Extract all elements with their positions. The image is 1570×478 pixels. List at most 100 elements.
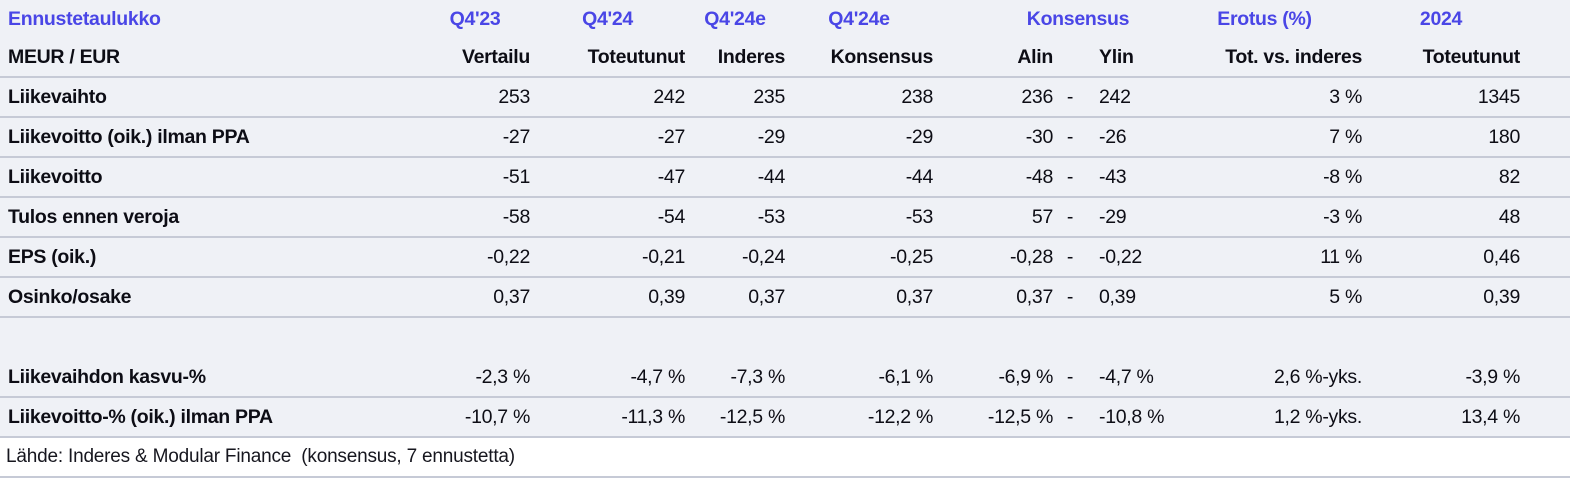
col-subheader-toteutunut-2024: Toteutunut bbox=[1422, 45, 1521, 68]
cell-inderes: -12,5 % bbox=[719, 405, 785, 428]
source-note: Lähde: Inderes & Modular Finance (konsen… bbox=[0, 438, 1570, 478]
col-subheader-konsensus: Konsensus bbox=[830, 45, 934, 68]
row-label: Osinko/osake bbox=[8, 285, 132, 308]
cell-toteutunut: 0,39 bbox=[648, 285, 685, 308]
cell-erotus: -3 % bbox=[1323, 205, 1362, 228]
header-row-measures: MEUR / EUR Vertailu Toteutunut Inderes K… bbox=[0, 38, 1570, 78]
cell-konsensus: 238 bbox=[901, 85, 933, 108]
cell-vertailu: -27 bbox=[502, 125, 531, 148]
cell-inderes: 0,37 bbox=[748, 285, 785, 308]
row-label: Liikevaihto bbox=[8, 85, 107, 108]
cell-alin: 0,37 bbox=[1016, 285, 1053, 308]
cell-inderes: -0,24 bbox=[742, 245, 785, 268]
col-header-erotus: Erotus (%) bbox=[1217, 7, 1312, 30]
table-row-eps: EPS (oik.) -0,22 -0,21 -0,24 -0,25 -0,28… bbox=[0, 238, 1570, 278]
row-label: EPS (oik.) bbox=[8, 245, 97, 268]
cell-inderes: -44 bbox=[757, 165, 786, 188]
cell-alin: -6,9 % bbox=[998, 365, 1053, 388]
cell-erotus: 7 % bbox=[1329, 125, 1362, 148]
source-note-text: Lähde: Inderes & Modular Finance (konsen… bbox=[6, 446, 515, 467]
cell-erotus: 1,2 %-yks. bbox=[1273, 405, 1362, 428]
cell-erotus: 3 % bbox=[1329, 85, 1362, 108]
range-dash: - bbox=[1066, 365, 1074, 388]
table-row-liikevoitto-oik: Liikevoitto (oik.) ilman PPA -27 -27 -29… bbox=[0, 118, 1570, 158]
cell-toteutunut: -54 bbox=[657, 205, 686, 228]
range-dash: - bbox=[1066, 165, 1074, 188]
cell-alin: -48 bbox=[1025, 165, 1054, 188]
table-row-liikevaihdon-kasvu: Liikevaihdon kasvu-% -2,3 % -4,7 % -7,3 … bbox=[0, 358, 1570, 398]
cell-erotus: 5 % bbox=[1329, 285, 1362, 308]
cell-toteutunut: -11,3 % bbox=[621, 405, 685, 428]
cell-vertailu: -51 bbox=[502, 165, 531, 188]
table-title: Ennustetaulukko bbox=[8, 7, 161, 30]
cell-konsensus: -6,1 % bbox=[878, 365, 933, 388]
col-subheader-vertailu: Vertailu bbox=[461, 45, 530, 68]
cell-2024: 0,39 bbox=[1483, 285, 1520, 308]
cell-ylin: 242 bbox=[1099, 85, 1131, 108]
range-dash: - bbox=[1066, 85, 1074, 108]
range-dash: - bbox=[1066, 285, 1074, 308]
cell-vertailu: 0,37 bbox=[493, 285, 530, 308]
cell-ylin: -29 bbox=[1099, 205, 1127, 228]
col-header-q424e-konsensus: Q4'24e bbox=[828, 7, 890, 30]
range-dash: - bbox=[1066, 205, 1074, 228]
cell-konsensus: -44 bbox=[905, 165, 934, 188]
cell-alin: -30 bbox=[1025, 125, 1054, 148]
range-dash: - bbox=[1066, 245, 1074, 268]
cell-erotus: 2,6 %-yks. bbox=[1273, 365, 1362, 388]
cell-toteutunut: -47 bbox=[657, 165, 686, 188]
cell-2024: -3,9 % bbox=[1465, 365, 1520, 388]
cell-2024: 48 bbox=[1498, 205, 1520, 228]
cell-erotus: 11 % bbox=[1320, 245, 1362, 268]
cell-inderes: -29 bbox=[757, 125, 786, 148]
cell-ylin: -26 bbox=[1099, 125, 1127, 148]
col-header-2024: 2024 bbox=[1419, 7, 1463, 30]
cell-vertailu: -10,7 % bbox=[464, 405, 530, 428]
cell-konsensus: -12,2 % bbox=[867, 405, 933, 428]
cell-toteutunut: -0,21 bbox=[642, 245, 685, 268]
range-dash: - bbox=[1066, 125, 1074, 148]
cell-konsensus: 0,37 bbox=[896, 285, 933, 308]
cell-toteutunut: -4,7 % bbox=[630, 365, 685, 388]
cell-ylin: -4,7 % bbox=[1099, 365, 1154, 388]
cell-vertailu: 253 bbox=[498, 85, 530, 108]
header-row-periods: Ennustetaulukko Q4'23 Q4'24 Q4'24e Q4'24… bbox=[0, 0, 1570, 38]
cell-toteutunut: -27 bbox=[657, 125, 686, 148]
col-subheader-alin: Alin bbox=[1017, 45, 1053, 68]
cell-ylin: -0,22 bbox=[1099, 245, 1142, 268]
row-label: Liikevoitto bbox=[8, 165, 103, 188]
cell-vertailu: -58 bbox=[502, 205, 531, 228]
cell-konsensus: -53 bbox=[905, 205, 934, 228]
table-row-liikevoittoprosentti: Liikevoitto-% (oik.) ilman PPA -10,7 % -… bbox=[0, 398, 1570, 438]
table-row-osinko: Osinko/osake 0,37 0,39 0,37 0,37 0,37 - … bbox=[0, 278, 1570, 318]
cell-2024: 82 bbox=[1498, 165, 1520, 188]
col-header-q423: Q4'23 bbox=[449, 7, 501, 30]
cell-alin: 236 bbox=[1021, 85, 1053, 108]
empty-spacer-row bbox=[0, 318, 1570, 358]
cell-alin: -12,5 % bbox=[987, 405, 1053, 428]
cell-vertailu: -0,22 bbox=[487, 245, 530, 268]
row-label: Liikevoitto (oik.) ilman PPA bbox=[8, 125, 250, 148]
cell-2024: 0,46 bbox=[1483, 245, 1520, 268]
cell-ylin: 0,39 bbox=[1099, 285, 1136, 308]
cell-inderes: -53 bbox=[757, 205, 786, 228]
col-header-q424: Q4'24 bbox=[582, 7, 633, 30]
cell-ylin: -10,8 % bbox=[1099, 405, 1165, 428]
cell-toteutunut: 242 bbox=[653, 85, 685, 108]
table-row-liikevoitto: Liikevoitto -51 -47 -44 -44 -48 - -43 -8… bbox=[0, 158, 1570, 198]
range-dash: - bbox=[1066, 405, 1074, 428]
cell-2024: 180 bbox=[1488, 125, 1520, 148]
table-row-tulos-ennen-veroja: Tulos ennen veroja -58 -54 -53 -53 57 - … bbox=[0, 198, 1570, 238]
col-subheader-tot-vs-inderes: Tot. vs. inderes bbox=[1225, 45, 1362, 68]
cell-2024: 1345 bbox=[1477, 85, 1520, 108]
col-header-konsensus-group: Konsensus bbox=[1026, 7, 1130, 30]
cell-alin: 57 bbox=[1031, 205, 1053, 228]
cell-konsensus: -0,25 bbox=[890, 245, 933, 268]
cell-vertailu: -2,3 % bbox=[475, 365, 530, 388]
col-subheader-inderes: Inderes bbox=[717, 45, 786, 68]
col-header-q424e-inderes: Q4'24e bbox=[704, 7, 766, 30]
row-label: Liikevaihdon kasvu-% bbox=[8, 365, 206, 388]
row-label: Liikevoitto-% (oik.) ilman PPA bbox=[8, 405, 273, 428]
row-label: Tulos ennen veroja bbox=[8, 205, 179, 228]
